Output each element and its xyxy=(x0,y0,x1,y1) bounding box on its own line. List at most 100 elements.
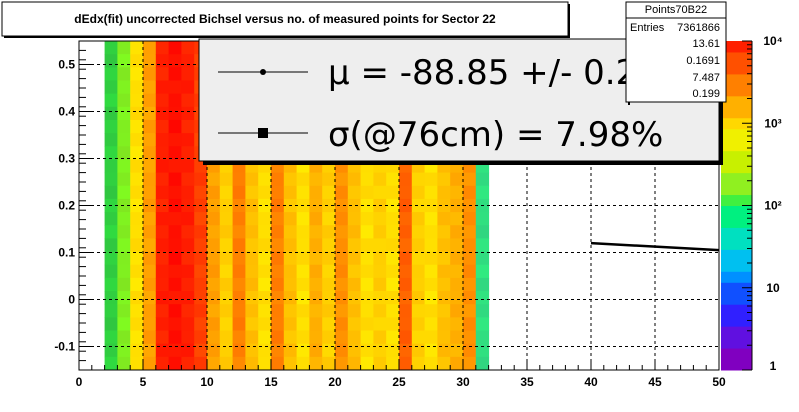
heatmap-cell xyxy=(335,277,349,292)
heatmap-cell xyxy=(475,343,490,358)
heatmap-cell xyxy=(347,185,362,200)
heatmap-cell xyxy=(450,343,464,358)
heatmap-cell xyxy=(399,212,413,226)
heatmap-cell xyxy=(258,198,272,213)
heatmap-cell xyxy=(104,185,118,200)
heatmap-cell xyxy=(360,172,374,187)
heatmap-cell xyxy=(181,80,195,95)
heatmap-cell xyxy=(322,185,336,200)
heatmap-cell xyxy=(194,172,208,187)
heatmap-cell xyxy=(181,54,195,68)
heatmap-cell xyxy=(322,330,336,345)
heatmap-cell xyxy=(399,264,413,279)
heatmap-cell xyxy=(181,251,195,266)
heatmap-cell xyxy=(335,172,349,187)
heatmap-cell xyxy=(117,54,131,68)
heatmap-cell xyxy=(130,330,144,345)
heatmap-cell xyxy=(168,291,182,305)
heatmap-cell xyxy=(232,238,246,253)
heatmap-cell xyxy=(360,185,374,200)
color-scale-swatch xyxy=(721,227,752,239)
heatmap-cell xyxy=(450,185,464,200)
heatmap-cell xyxy=(143,159,157,174)
heatmap-cell xyxy=(104,356,118,371)
heatmap-cell xyxy=(194,251,208,266)
color-scale-swatch xyxy=(721,62,752,75)
heatmap-cell xyxy=(411,304,426,318)
heatmap-cell xyxy=(360,277,374,292)
heatmap-cell xyxy=(104,251,118,266)
heatmap-cell xyxy=(258,264,272,279)
heatmap-cell xyxy=(424,172,438,187)
heatmap-cell xyxy=(271,212,285,226)
heatmap-cell xyxy=(450,225,464,239)
heatmap-cell xyxy=(296,317,310,332)
stats-value-3: 7.487 xyxy=(692,72,720,84)
heatmap-cell xyxy=(322,343,336,358)
heatmap-cell xyxy=(117,172,131,187)
heatmap-cell xyxy=(373,238,387,253)
heatmap-cell xyxy=(463,212,477,226)
x-tick-label: 35 xyxy=(520,375,534,389)
heatmap-cell xyxy=(155,291,170,305)
heatmap-cell xyxy=(219,317,234,332)
heatmap-cell xyxy=(360,317,374,332)
heatmap-cell xyxy=(181,41,195,55)
heatmap-cell xyxy=(399,291,413,305)
heatmap-cell xyxy=(450,356,464,371)
heatmap-cell xyxy=(181,67,195,81)
heatmap-cell xyxy=(437,330,451,345)
heatmap-cell xyxy=(155,198,170,213)
heatmap-cell xyxy=(245,225,259,239)
heatmap-cell xyxy=(194,317,208,332)
heatmap-cell xyxy=(309,277,323,292)
heatmap-cell xyxy=(258,172,272,187)
heatmap-cell xyxy=(245,277,259,292)
heatmap-cell xyxy=(463,317,477,332)
heatmap-cell xyxy=(194,343,208,358)
heatmap-cell xyxy=(283,291,298,305)
heatmap-cell xyxy=(322,356,336,371)
heatmap-cell xyxy=(219,343,234,358)
color-scale-swatch xyxy=(721,150,752,163)
heatmap-cell xyxy=(232,225,246,239)
heatmap-cell xyxy=(181,356,195,371)
heatmap-cell xyxy=(283,277,298,292)
heatmap-cell xyxy=(117,225,131,239)
heatmap-cell xyxy=(475,212,490,226)
heatmap-cell xyxy=(399,238,413,253)
heatmap-cell xyxy=(181,146,195,160)
heatmap-cell xyxy=(373,264,387,279)
x-tick-label: 20 xyxy=(328,375,342,389)
heatmap-cell xyxy=(168,146,182,160)
color-scale-swatch xyxy=(721,216,752,228)
heatmap-cell xyxy=(283,212,298,226)
heatmap-cell xyxy=(207,277,221,292)
heatmap-cell xyxy=(245,251,259,266)
heatmap-cell xyxy=(424,238,438,253)
color-scale-swatch xyxy=(721,95,752,108)
heatmap-cell xyxy=(450,251,464,266)
color-scale-swatch xyxy=(721,238,752,250)
heatmap-cell xyxy=(104,67,118,81)
heatmap-cell xyxy=(424,225,438,239)
heatmap-cell xyxy=(411,238,426,253)
heatmap-cell xyxy=(258,212,272,226)
title-box: dEdx(fit) uncorrected Bichsel versus no.… xyxy=(1,1,570,38)
heatmap-cell xyxy=(399,304,413,318)
heatmap-cell xyxy=(104,238,118,253)
heatmap-cell xyxy=(168,119,182,134)
heatmap-cell xyxy=(117,106,131,121)
heatmap-cell xyxy=(143,119,157,134)
heatmap-cell xyxy=(104,106,118,121)
heatmap-cell xyxy=(130,54,144,68)
heatmap-cell xyxy=(437,264,451,279)
heatmap-cell xyxy=(450,238,464,253)
heatmap-cell xyxy=(399,343,413,358)
heatmap-cell xyxy=(245,304,259,318)
heatmap-cell xyxy=(360,251,374,266)
heatmap-cell xyxy=(130,291,144,305)
heatmap-cell xyxy=(475,330,490,345)
heatmap-cell xyxy=(386,330,400,345)
heatmap-cell xyxy=(373,317,387,332)
